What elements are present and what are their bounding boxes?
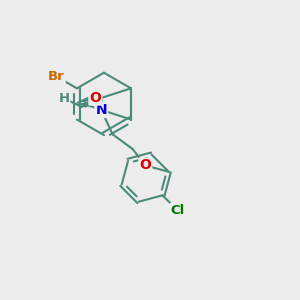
Text: H: H	[58, 92, 69, 105]
Text: N: N	[95, 103, 107, 117]
Text: O: O	[89, 91, 101, 104]
Text: Cl: Cl	[170, 204, 185, 217]
Text: Br: Br	[48, 70, 65, 83]
Text: O: O	[139, 158, 151, 172]
